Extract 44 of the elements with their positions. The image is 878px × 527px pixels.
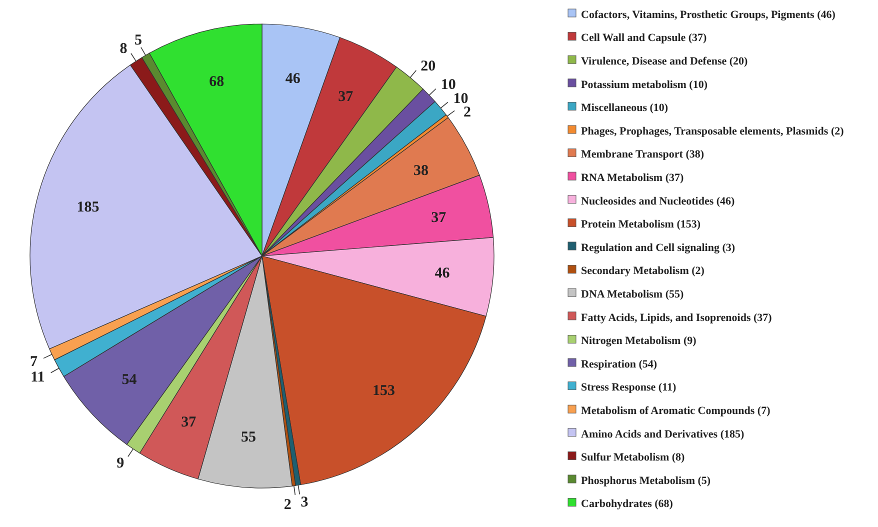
legend-label: Protein Metabolism (153) xyxy=(581,218,701,231)
legend-label: Miscellaneous (10) xyxy=(581,102,668,114)
legend-label: DNA Metabolism (55) xyxy=(581,288,684,300)
legend-label: Secondary Metabolism (2) xyxy=(581,265,705,278)
legend-label: Nitrogen Metabolism (9) xyxy=(581,335,697,348)
data-label: 2 xyxy=(463,104,471,121)
data-label: 37 xyxy=(431,210,447,226)
data-label: 5 xyxy=(134,32,142,48)
data-label: 10 xyxy=(453,90,468,107)
legend-label: Nucleosides and Nucleotides (46) xyxy=(581,195,736,208)
legend-label: Stress Response (11) xyxy=(581,382,676,394)
data-label: 37 xyxy=(338,88,354,105)
data-label: 54 xyxy=(122,372,138,388)
data-label: 46 xyxy=(285,70,301,87)
legend-label: Amino Acids and Derivatives (185) xyxy=(581,428,744,440)
data-label: 2 xyxy=(284,496,292,513)
data-label: 185 xyxy=(76,200,100,216)
legend-label: Cofactors, Vitamins, Prosthetic Groups, Pigments (46) xyxy=(581,8,836,21)
legend-label: Sulfur Metabolism (8) xyxy=(581,452,686,464)
data-label: 9 xyxy=(116,456,124,472)
legend-label: Cell Wall and Capsule (37) xyxy=(581,32,708,44)
data-label: 20 xyxy=(420,58,436,74)
data-label: 68 xyxy=(209,74,224,90)
legend-label: Metabolism of Aromatic Compounds (7) xyxy=(581,404,771,417)
data-label: 37 xyxy=(181,414,197,431)
data-label: 11 xyxy=(30,369,45,386)
data-label: 10 xyxy=(440,77,456,94)
legend-label: Regulation and Cell signaling (3) xyxy=(581,242,736,254)
legend-label: Potassium metabolism (10) xyxy=(581,78,708,91)
data-label: 7 xyxy=(30,354,38,370)
data-label: 38 xyxy=(414,162,429,179)
legend-label: RNA Metabolism (37) xyxy=(581,172,684,184)
data-label: 46 xyxy=(434,266,450,282)
data-label: 55 xyxy=(241,430,256,446)
data-label: 3 xyxy=(300,494,308,510)
legend-label: Fatty Acids, Lipids, and Isoprenoids (37) xyxy=(581,312,772,324)
data-label: 8 xyxy=(120,40,128,57)
legend-label: Respiration (54) xyxy=(581,358,658,370)
legend-label: Phages, Prophages, Transposable elements, Plasmids (2) xyxy=(581,125,844,138)
legend-label: Carbohydrates (68) xyxy=(581,498,674,510)
data-label: 153 xyxy=(372,383,395,400)
legend-label: Membrane Transport (38) xyxy=(581,148,704,161)
legend-label: Virulence, Disease and Defense (20) xyxy=(581,55,748,68)
legend-label: Phosphorus Metabolism (5) xyxy=(581,474,711,487)
